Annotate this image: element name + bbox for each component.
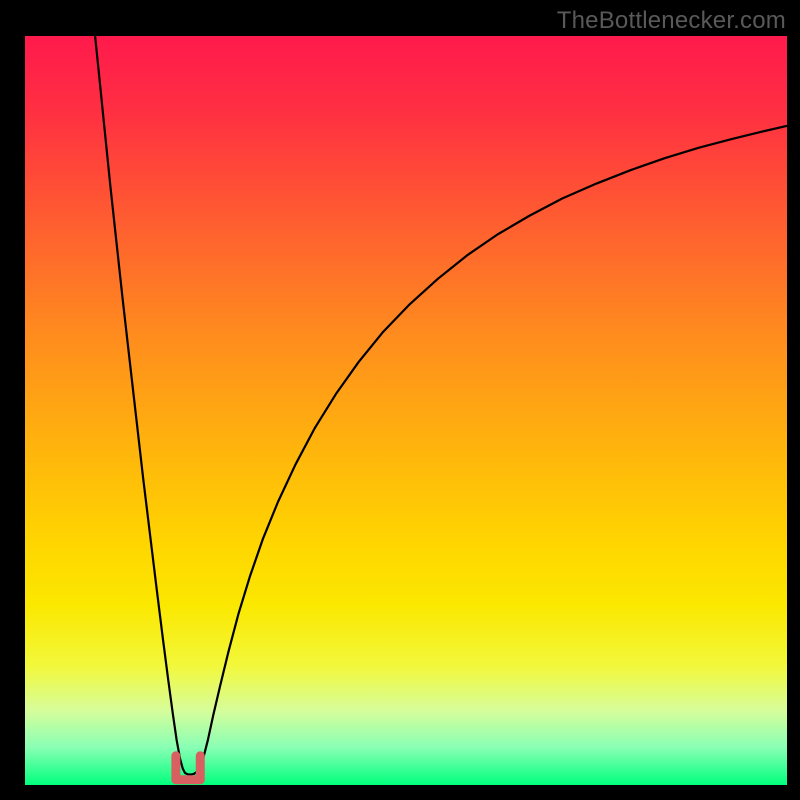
plot-svg (25, 36, 787, 785)
watermark-text: TheBottlenecker.com (557, 7, 786, 35)
gradient-background (25, 36, 787, 785)
plot-area (25, 36, 787, 785)
